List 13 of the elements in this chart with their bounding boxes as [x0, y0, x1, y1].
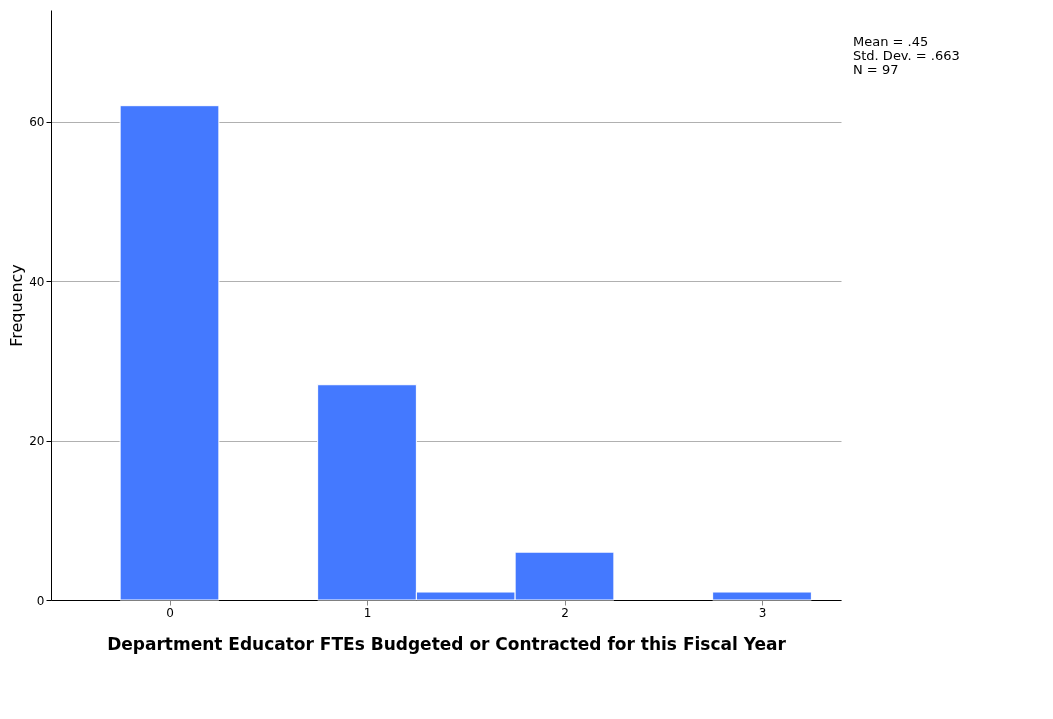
x-axis-title: Department Educator FTEs Budgeted or Contracted for this Fiscal Year — [107, 633, 787, 654]
y-tick-label: 60 — [29, 115, 45, 130]
text: Std. Dev. = .663 — [853, 48, 960, 63]
x-tick-label: 1 — [363, 605, 372, 620]
x-tick-label: 3 — [758, 605, 767, 620]
y-tick-label: 0 — [36, 593, 45, 608]
y-tick-label: 40 — [29, 274, 45, 289]
text: Mean = .45 — [853, 34, 929, 49]
text: N = 97 — [853, 62, 899, 77]
x-tick-label: 0 — [166, 605, 174, 620]
x-tick-label: 2 — [561, 605, 569, 620]
y-axis-title: Frequency — [7, 264, 27, 347]
y-tick-label: 20 — [29, 434, 45, 449]
